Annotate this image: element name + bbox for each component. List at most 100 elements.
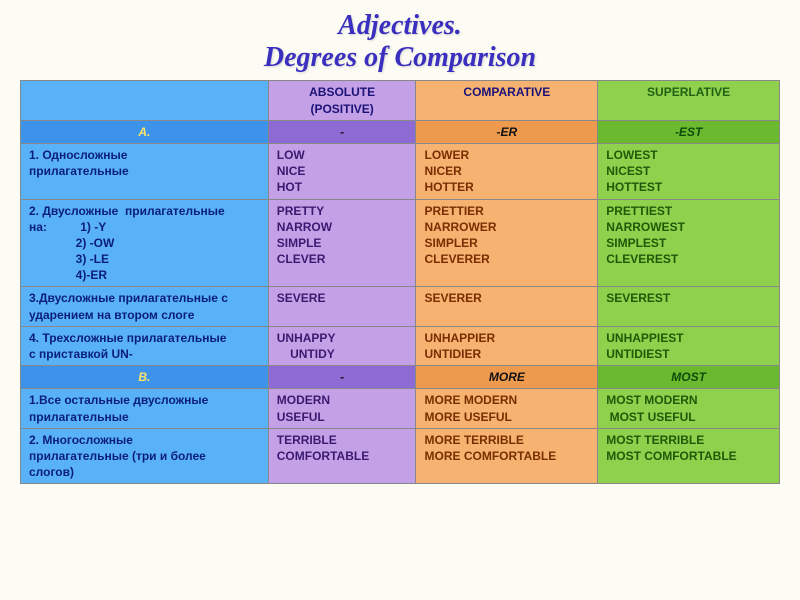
row-label: 4. Трехсложные прилагательныес приставко… <box>21 326 269 365</box>
cell-line: SIMPLE <box>277 235 408 251</box>
table-row: 4. Трехсложные прилагательныес приставко… <box>21 326 780 365</box>
cell-line: с приставкой UN- <box>29 346 260 362</box>
table-row: 2. Двусложные прилагательныена: 1) -Y 2)… <box>21 199 780 287</box>
row-absolute: TERRIBLECOMFORTABLE <box>268 428 416 484</box>
section-a-label: A. <box>21 120 269 143</box>
row-superlative: UNHAPPIESTUNTIDIEST <box>598 326 780 365</box>
cell-line: MORE TERRIBLE <box>424 432 589 448</box>
row-absolute: MODERNUSEFUL <box>268 389 416 428</box>
section-b-comparative: MORE <box>416 366 598 389</box>
cell-line: COMFORTABLE <box>277 448 408 464</box>
cell-line: HOT <box>277 179 408 195</box>
cell-line: MORE MODERN <box>424 392 589 408</box>
cell-line: прилагательные <box>29 409 260 425</box>
cell-line: MOST TERRIBLE <box>606 432 771 448</box>
row-absolute: LOWNICEHOT <box>268 143 416 199</box>
cell-line: USEFUL <box>277 409 408 425</box>
cell-line: MOST COMFORTABLE <box>606 448 771 464</box>
cell-line: LOW <box>277 147 408 163</box>
cell-line: UNHAPPIEST <box>606 330 771 346</box>
row-comparative: MORE MODERNMORE USEFUL <box>416 389 598 428</box>
cell-line: LOWER <box>424 147 589 163</box>
cell-line: UNHAPPY <box>277 330 408 346</box>
cell-line: NARROWEST <box>606 219 771 235</box>
title-line-2: Degrees of Comparison <box>0 42 800 74</box>
row-label: 2. Двусложные прилагательныена: 1) -Y 2)… <box>21 199 269 287</box>
row-label: 1.Все остальные двусложныеприлагательные <box>21 389 269 428</box>
header-absolute: ABSOLUTE (POSITIVE) <box>268 81 416 120</box>
row-label: 2. Многосложныеприлагательные (три и бол… <box>21 428 269 484</box>
row-comparative: LOWERNICERHOTTER <box>416 143 598 199</box>
section-a-absolute: - <box>268 120 416 143</box>
cell-line: PRETTY <box>277 203 408 219</box>
header-comparative: COMPARATIVE <box>416 81 598 120</box>
cell-line: ударением на втором слоге <box>29 307 260 323</box>
cell-line: MORE USEFUL <box>424 409 589 425</box>
table-row: 3.Двусложные прилагательные сударением н… <box>21 287 780 326</box>
title-line-1: Adjectives. <box>0 10 800 42</box>
cell-line: 4)-ER <box>29 267 260 283</box>
cell-line: SEVERE <box>277 290 408 306</box>
row-absolute: PRETTYNARROWSIMPLECLEVER <box>268 199 416 287</box>
cell-line: SEVEREST <box>606 290 771 306</box>
section-a-row: A. - -ER -EST <box>21 120 780 143</box>
row-comparative: MORE TERRIBLEMORE COMFORTABLE <box>416 428 598 484</box>
cell-line: NARROW <box>277 219 408 235</box>
row-superlative: SEVEREST <box>598 287 780 326</box>
cell-line: MORE COMFORTABLE <box>424 448 589 464</box>
section-a-superlative: -EST <box>598 120 780 143</box>
page-title: Adjectives. Degrees of Comparison <box>0 0 800 80</box>
cell-line: UNTIDY <box>277 346 408 362</box>
row-comparative: SEVERER <box>416 287 598 326</box>
comparison-table: ABSOLUTE (POSITIVE) COMPARATIVE SUPERLAT… <box>20 80 780 484</box>
row-absolute: SEVERE <box>268 287 416 326</box>
cell-line: PRETTIEST <box>606 203 771 219</box>
cell-line: на: 1) -Y <box>29 219 260 235</box>
table-row: 1. ОдносложныеприлагательныеLOWNICEHOTLO… <box>21 143 780 199</box>
cell-line: CLEVEREST <box>606 251 771 267</box>
cell-line: SIMPLER <box>424 235 589 251</box>
cell-line: 1. Односложные <box>29 147 260 163</box>
cell-line: NICER <box>424 163 589 179</box>
row-comparative: PRETTIERNARROWERSIMPLERCLEVERER <box>416 199 598 287</box>
cell-line: 4. Трехсложные прилагательные <box>29 330 260 346</box>
cell-line: CLEVERER <box>424 251 589 267</box>
cell-line: 2. Двусложные прилагательные <box>29 203 260 219</box>
row-superlative: LOWESTNICESTHOTTEST <box>598 143 780 199</box>
cell-line: SIMPLEST <box>606 235 771 251</box>
cell-line: прилагательные (три и более <box>29 448 260 464</box>
section-a-comparative: -ER <box>416 120 598 143</box>
cell-line: HOTTER <box>424 179 589 195</box>
header-superlative: SUPERLATIVE <box>598 81 780 120</box>
cell-line: NICEST <box>606 163 771 179</box>
cell-line: 3.Двусложные прилагательные с <box>29 290 260 306</box>
table-row: 1.Все остальные двусложныеприлагательные… <box>21 389 780 428</box>
cell-line: MOST USEFUL <box>606 409 771 425</box>
cell-line: SEVERER <box>424 290 589 306</box>
row-superlative: MOST MODERN MOST USEFUL <box>598 389 780 428</box>
cell-line: MODERN <box>277 392 408 408</box>
cell-line: 3) -LE <box>29 251 260 267</box>
table-row: 2. Многосложныеприлагательные (три и бол… <box>21 428 780 484</box>
section-b-superlative: MOST <box>598 366 780 389</box>
cell-line: 1.Все остальные двусложные <box>29 392 260 408</box>
section-b-absolute: - <box>268 366 416 389</box>
row-label: 1. Односложныеприлагательные <box>21 143 269 199</box>
cell-line: HOTTEST <box>606 179 771 195</box>
cell-line: LOWEST <box>606 147 771 163</box>
cell-line: 2. Многосложные <box>29 432 260 448</box>
cell-line: UNTIDIER <box>424 346 589 362</box>
header-row: ABSOLUTE (POSITIVE) COMPARATIVE SUPERLAT… <box>21 81 780 120</box>
cell-line: NICE <box>277 163 408 179</box>
section-b-rows: 1.Все остальные двусложныеприлагательные… <box>21 389 780 484</box>
cell-line: CLEVER <box>277 251 408 267</box>
section-a-rows: 1. ОдносложныеприлагательныеLOWNICEHOTLO… <box>21 143 780 365</box>
row-label: 3.Двусложные прилагательные сударением н… <box>21 287 269 326</box>
row-superlative: PRETTIESTNARROWESTSIMPLESTCLEVEREST <box>598 199 780 287</box>
section-b-row: B. - MORE MOST <box>21 366 780 389</box>
cell-line: UNTIDIEST <box>606 346 771 362</box>
cell-line: прилагательные <box>29 163 260 179</box>
cell-line: NARROWER <box>424 219 589 235</box>
cell-line: слогов) <box>29 464 260 480</box>
header-label <box>21 81 269 120</box>
